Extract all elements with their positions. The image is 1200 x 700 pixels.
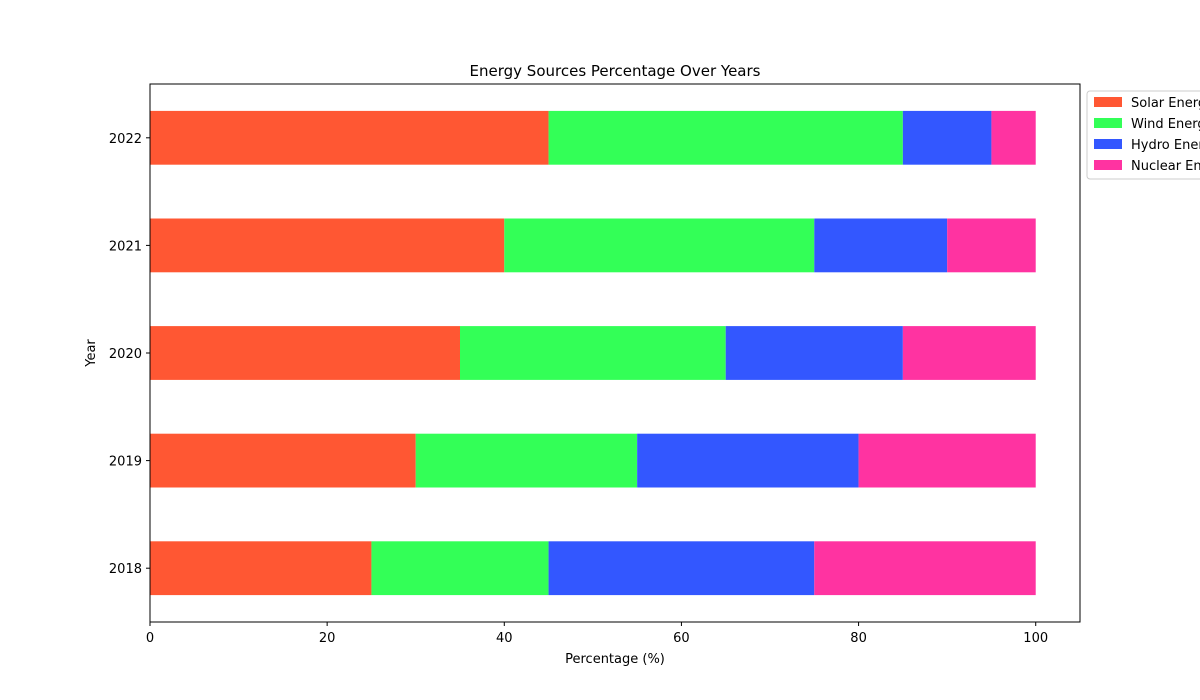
bar-solar-energy-2018 [150,541,372,596]
x-tick-label: 20 [319,631,336,646]
bar-hydro-energy-2018 [548,541,815,596]
legend-frame [1086,90,1200,180]
bar-hydro-energy-2022 [902,110,992,165]
y-axis-ticks: 2018 2019 2020 2021 2022 [109,132,150,577]
y-axis-label: Year [84,339,99,368]
bar-wind-energy-2020 [460,326,726,380]
chart-title: Energy Sources Percentage Over Years [470,62,761,80]
bar-wind-energy-2022 [548,110,903,165]
bar-nuclear-energy-2019 [858,433,1036,488]
bar-solar-energy-2022 [150,110,549,165]
legend-swatch-solar-energy [1094,97,1122,107]
legend: Solar Energy Wind Energy Hydro Energy Nucle… [1086,90,1200,180]
bar-solar-energy-2020 [150,326,460,380]
legend-swatch-hydro-energy [1094,139,1122,149]
legend-swatch-nuclear-energy [1094,160,1122,170]
y-tick-label: 2022 [109,132,142,147]
y-tick-label: 2020 [109,347,142,362]
bar-nuclear-energy-2018 [814,541,1036,596]
bar-wind-energy-2019 [415,433,638,488]
x-tick-label: 60 [673,631,690,646]
bar-wind-energy-2021 [504,218,815,273]
x-tick-label: 40 [496,631,513,646]
legend-swatch-wind-energy [1094,118,1122,128]
bar-nuclear-energy-2022 [991,110,1036,165]
bar-wind-energy-2018 [371,541,549,596]
bar-nuclear-energy-2020 [902,326,1036,380]
bar-hydro-energy-2021 [814,218,948,273]
y-tick-label: 2018 [109,562,142,577]
legend-label-nuclear-energy: Nuclear Energy [1131,159,1200,174]
y-tick-label: 2021 [109,239,142,254]
x-axis-ticks: 0 20 40 60 80 100 [146,622,1048,646]
bar-hydro-energy-2020 [725,326,903,380]
legend-label-hydro-energy: Hydro Energy [1131,138,1200,153]
x-tick-label: 80 [850,631,867,646]
bar-nuclear-energy-2021 [947,218,1036,273]
x-tick-label: 0 [146,631,154,646]
x-tick-label: 100 [1023,631,1048,646]
y-tick-label: 2019 [109,455,142,470]
bar-solar-energy-2019 [150,433,416,488]
bar-solar-energy-2021 [150,218,505,273]
legend-label-solar-energy: Solar Energy [1131,96,1200,111]
bar-hydro-energy-2019 [637,433,859,488]
bars-group [150,110,1036,596]
legend-label-wind-energy: Wind Energy [1131,117,1200,132]
x-axis-label: Percentage (%) [565,652,665,667]
